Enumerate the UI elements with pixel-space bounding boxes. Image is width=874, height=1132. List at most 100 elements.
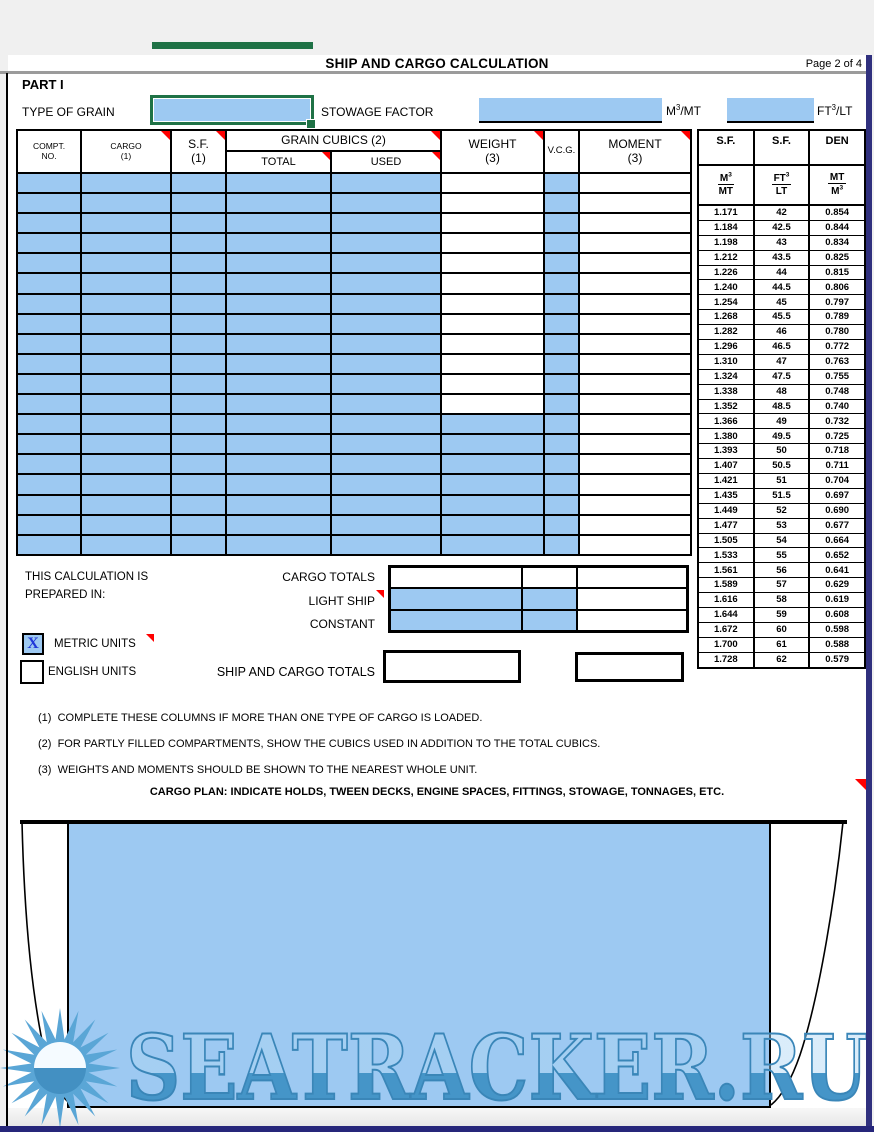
cell-sf[interactable]	[172, 354, 225, 373]
cell-sf[interactable]	[172, 254, 225, 273]
cell-weight[interactable]	[442, 435, 543, 454]
cell-compt-no[interactable]	[18, 294, 80, 313]
cell-sf[interactable]	[172, 194, 225, 213]
cell-weight[interactable]	[442, 495, 543, 514]
cell-compt-no[interactable]	[18, 515, 80, 534]
cell-vcg[interactable]	[545, 334, 578, 353]
cell-vcg[interactable]	[545, 274, 578, 293]
cell-vcg[interactable]	[545, 354, 578, 373]
cell-used[interactable]	[332, 395, 440, 414]
cell-compt-no[interactable]	[18, 274, 80, 293]
cell-compt-no[interactable]	[18, 435, 80, 454]
type-of-grain-input[interactable]	[150, 95, 314, 125]
cell-compt-no[interactable]	[18, 334, 80, 353]
cell-total[interactable]	[227, 354, 330, 373]
cell-sf[interactable]	[172, 334, 225, 353]
cell-total[interactable]	[227, 515, 330, 534]
cell-total[interactable]	[227, 314, 330, 333]
cell-cargo[interactable]	[82, 174, 170, 193]
cell-total[interactable]	[227, 455, 330, 474]
cell-vcg[interactable]	[545, 415, 578, 434]
cell-total[interactable]	[227, 274, 330, 293]
selection-fill-handle[interactable]	[306, 119, 316, 129]
cell-compt-no[interactable]	[18, 495, 80, 514]
cell-total[interactable]	[227, 174, 330, 193]
cell-used[interactable]	[332, 435, 440, 454]
cell-cargo[interactable]	[82, 274, 170, 293]
cell-total[interactable]	[227, 214, 330, 233]
cell-used[interactable]	[332, 294, 440, 313]
cell-vcg[interactable]	[545, 174, 578, 193]
cell-total[interactable]	[227, 495, 330, 514]
cell-total[interactable]	[227, 334, 330, 353]
cell-total[interactable]	[227, 435, 330, 454]
cell-cargo[interactable]	[82, 455, 170, 474]
cell-compt-no[interactable]	[18, 455, 80, 474]
cell-vcg[interactable]	[545, 214, 578, 233]
cell-used[interactable]	[332, 274, 440, 293]
cell-sf[interactable]	[172, 395, 225, 414]
cell-sf[interactable]	[172, 415, 225, 434]
cell-compt-no[interactable]	[18, 415, 80, 434]
cell-used[interactable]	[332, 334, 440, 353]
stowage-factor-english-input[interactable]	[727, 98, 814, 123]
cell-cargo[interactable]	[82, 334, 170, 353]
cell-cargo[interactable]	[82, 234, 170, 253]
cell-cargo[interactable]	[82, 254, 170, 273]
cell-sf[interactable]	[172, 515, 225, 534]
ship-cargo-totals-weight-cell[interactable]	[383, 650, 521, 683]
cell-sf[interactable]	[172, 475, 225, 494]
cell-cargo[interactable]	[82, 194, 170, 213]
cell-vcg[interactable]	[545, 194, 578, 213]
cell-used[interactable]	[332, 254, 440, 273]
cell-compt-no[interactable]	[18, 254, 80, 273]
totals-vcg-cell-row2[interactable]	[523, 589, 576, 609]
cell-used[interactable]	[332, 314, 440, 333]
cell-sf[interactable]	[172, 435, 225, 454]
cell-cargo[interactable]	[82, 415, 170, 434]
cell-vcg[interactable]	[545, 515, 578, 534]
cell-weight[interactable]	[442, 515, 543, 534]
type-of-grain-value[interactable]	[154, 99, 310, 121]
cell-total[interactable]	[227, 294, 330, 313]
cell-compt-no[interactable]	[18, 475, 80, 494]
cell-compt-no[interactable]	[18, 535, 80, 554]
cell-vcg[interactable]	[545, 495, 578, 514]
totals-weight-cell-row3[interactable]	[391, 610, 521, 631]
cell-weight[interactable]	[442, 535, 543, 554]
cell-weight[interactable]	[442, 455, 543, 474]
cell-cargo[interactable]	[82, 535, 170, 554]
cell-vcg[interactable]	[545, 475, 578, 494]
cell-cargo[interactable]	[82, 354, 170, 373]
cell-vcg[interactable]	[545, 314, 578, 333]
english-units-checkbox[interactable]	[20, 660, 44, 684]
cell-total[interactable]	[227, 475, 330, 494]
stowage-factor-metric-input[interactable]	[479, 98, 662, 123]
cell-used[interactable]	[332, 475, 440, 494]
cell-cargo[interactable]	[82, 374, 170, 394]
cell-vcg[interactable]	[545, 254, 578, 273]
cell-total[interactable]	[227, 374, 330, 394]
cell-used[interactable]	[332, 535, 440, 554]
cell-cargo[interactable]	[82, 314, 170, 333]
cell-used[interactable]	[332, 234, 440, 253]
cell-cargo[interactable]	[82, 395, 170, 414]
ship-cargo-totals-moment-cell[interactable]	[575, 652, 684, 682]
cell-total[interactable]	[227, 254, 330, 273]
cell-used[interactable]	[332, 354, 440, 373]
cell-used[interactable]	[332, 174, 440, 193]
cell-used[interactable]	[332, 455, 440, 474]
cell-cargo[interactable]	[82, 214, 170, 233]
cell-compt-no[interactable]	[18, 374, 80, 394]
cell-used[interactable]	[332, 214, 440, 233]
cell-compt-no[interactable]	[18, 234, 80, 253]
cell-cargo[interactable]	[82, 515, 170, 534]
cell-sf[interactable]	[172, 274, 225, 293]
cell-total[interactable]	[227, 194, 330, 213]
totals-weight-cell-row2[interactable]	[391, 589, 521, 609]
cell-compt-no[interactable]	[18, 354, 80, 373]
cell-sf[interactable]	[172, 314, 225, 333]
cell-vcg[interactable]	[545, 395, 578, 414]
cell-vcg[interactable]	[545, 294, 578, 313]
cell-cargo[interactable]	[82, 435, 170, 454]
